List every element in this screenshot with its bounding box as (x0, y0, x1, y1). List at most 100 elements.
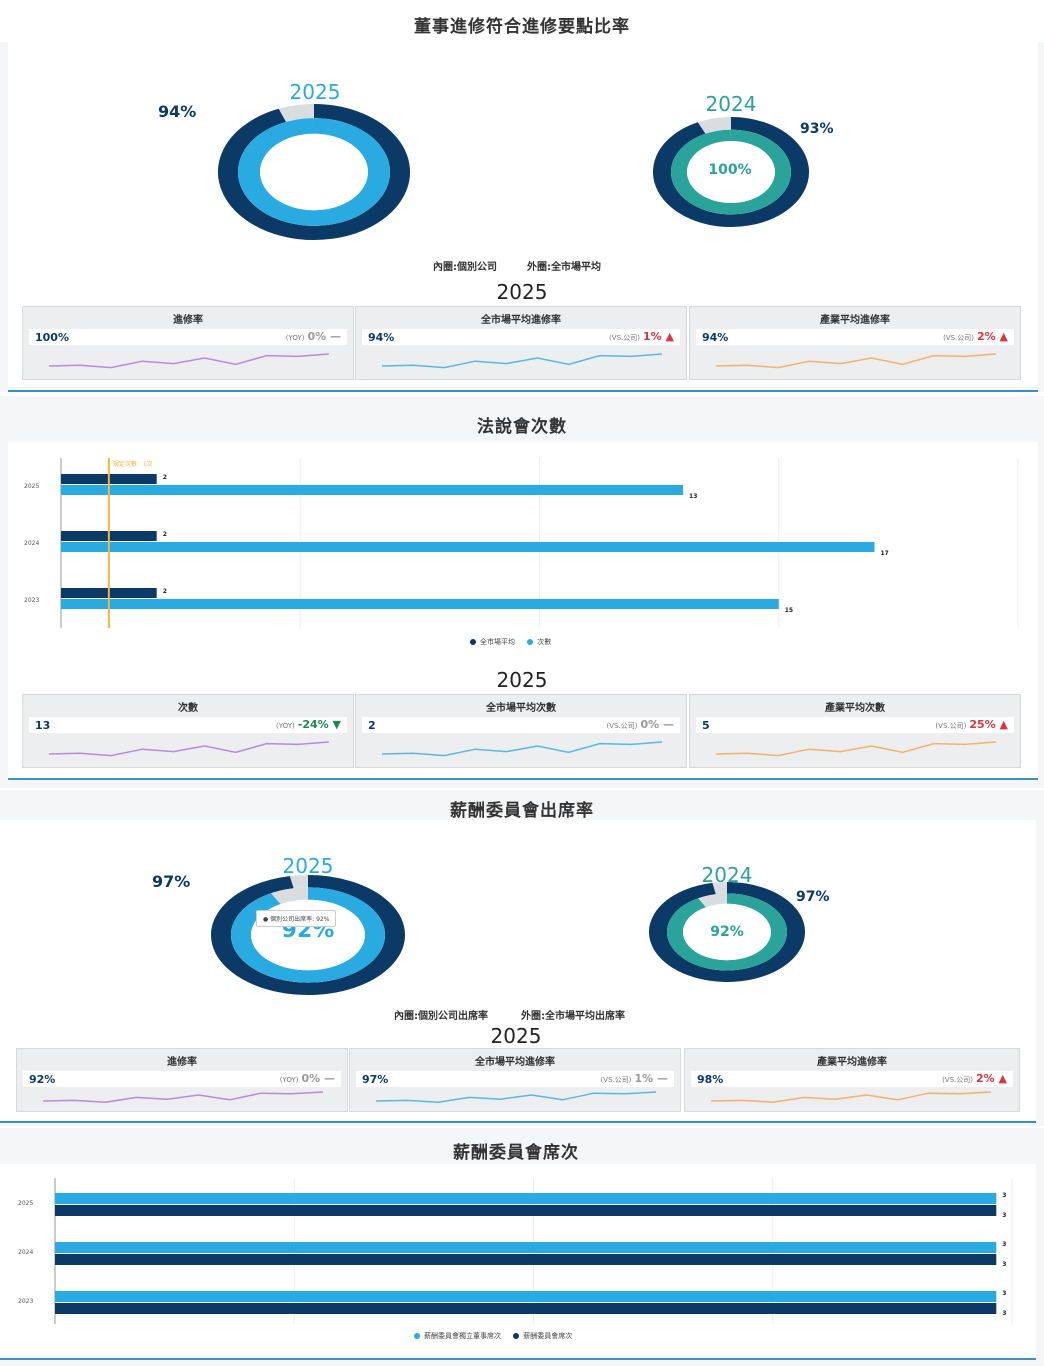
kpi-value: 100% (35, 331, 69, 344)
outer-percent-left-3: 97% (152, 872, 191, 891)
kpi-change: (YOY) 0% — (285, 330, 341, 343)
donut-chart-right (653, 116, 809, 227)
seats-legend: 薪酬委員會獨立董事席次 薪酬委員會席次 (404, 1331, 572, 1341)
kpi-value: 98% (697, 1073, 724, 1086)
inner-ring-segment (671, 129, 791, 215)
bar-value-label: 15 (785, 607, 793, 614)
sparkline-path (382, 741, 662, 757)
kpi-change: (VS.公司) 2% ▲ (942, 1072, 1007, 1085)
sparkline-path (711, 1091, 991, 1103)
outer-ring-segment (649, 882, 805, 982)
kpi-card-industry-3: 產業平均進修率 98% (VS.公司) 2% ▲ (684, 1048, 1020, 1112)
seats-bar-chart: 2025 3 3 2024 3 3 2023 3 3 (18, 1178, 1013, 1324)
category-label: 2023 (18, 1298, 33, 1305)
legend-independent: 薪酬委員會獨立董事席次 (424, 1332, 501, 1340)
briefing-bar-chart: 2025 2 13 2024 2 17 2023 2 15 規定次數：1次 (24, 458, 1019, 628)
kpi-card-market-count: 全市場平均次數 2 (VS.公司) 0% — (355, 694, 687, 768)
bar-value-label: 3 (1002, 1290, 1006, 1297)
outer-ring-segment (211, 875, 405, 995)
kpi-value: 13 (35, 719, 51, 732)
bar-value-label: 13 (689, 493, 697, 500)
kpi-card-industry: 產業平均進修率 94% (VS.公司) 2% ▲ (689, 306, 1021, 380)
donut-center (687, 140, 775, 204)
bar (61, 542, 875, 552)
donut-chart-left (218, 104, 410, 240)
kpi-year-3: 2025 (490, 1024, 542, 1048)
donut-tooltip: ● 個別公司出席率: 92% (256, 910, 337, 927)
donut-center (260, 133, 368, 211)
category-label: 2023 (24, 597, 39, 604)
bar (55, 1303, 997, 1314)
kpi-change: (YOY) -24% ▼ (276, 718, 341, 731)
category-label: 2025 (24, 483, 39, 490)
bar (55, 1242, 997, 1253)
donut-year-right: 2024 (705, 92, 757, 116)
kpi-card-market: 全市場平均進修率 94% (VS.公司) 1% ▲ (355, 306, 687, 380)
sparkline (711, 1091, 991, 1103)
bar-value-label: 3 (1002, 1241, 1006, 1248)
kpi-title: 進修率 (167, 1057, 197, 1068)
inner-ring-segment (231, 887, 385, 983)
inner-ring-segment (667, 893, 787, 971)
section-title-attendance: 薪酬委員會出席率 (450, 801, 594, 821)
bar (61, 599, 779, 609)
kpi-change: (YOY) 0% — (279, 1072, 335, 1085)
donut-year-left-3: 2025 (282, 854, 334, 878)
legend-seats: 薪酬委員會席次 (523, 1332, 573, 1340)
bar-value-label: 2 (163, 474, 167, 481)
section-divider (8, 778, 1038, 780)
sparkline-path (49, 741, 329, 757)
category-label: 2024 (24, 540, 39, 547)
caption-outer-3: 外圈:全市場平均出席率 (521, 1011, 625, 1022)
sparkline (376, 1091, 656, 1103)
bar (55, 1193, 997, 1204)
kpi-value: 2 (368, 719, 376, 732)
category-label: 2025 (18, 1200, 33, 1207)
section-divider (0, 1121, 1036, 1123)
kpi-change: (VS.公司) 1% ▲ (609, 330, 674, 343)
reference-line-label: 規定次數：1次 (113, 460, 153, 468)
kpi-card-industry-count: 產業平均次數 5 (VS.公司) 25% ▲ (689, 694, 1021, 768)
outer-ring-segment (653, 117, 809, 227)
section-title-training: 董事進修符合進修要點比率 (414, 17, 630, 37)
donut-year-left: 2025 (289, 80, 341, 104)
donut-center (683, 903, 771, 961)
kpi-value: 92% (29, 1073, 56, 1086)
sparkline-path (376, 1091, 656, 1103)
inner-percent-left: 100% (280, 156, 348, 181)
kpi-title: 產業平均進修率 (820, 315, 890, 326)
kpi-title: 全市場平均次數 (486, 703, 556, 714)
caption-inner-3: 內圈:個別公司出席率 (394, 1011, 488, 1022)
bar (55, 1291, 997, 1302)
kpi-card-rate: 進修率 100% (YOY) 0% — (22, 306, 354, 380)
category-label: 2024 (18, 1249, 33, 1256)
outer-ring-segment (218, 104, 410, 240)
kpi-value: 97% (362, 1073, 389, 1086)
outer-percent-left: 94% (158, 102, 197, 121)
sparkline-path (716, 741, 996, 757)
kpi-card-count: 次數 13 (YOY) -24% ▼ (22, 694, 354, 768)
kpi-change: (VS.公司) 1% — (600, 1072, 668, 1085)
bar-value-label: 17 (880, 550, 888, 557)
legend-market: 全市場平均 (480, 638, 515, 646)
kpi-title: 進修率 (173, 315, 203, 326)
inner-percent-right: 100% (708, 162, 752, 178)
sparkline (43, 1091, 323, 1103)
sparkline (382, 741, 662, 757)
bar-value-label: 2 (163, 588, 167, 595)
legend-count: 次數 (537, 638, 552, 646)
donut-chart-right-3 (649, 882, 805, 982)
sparkline (382, 353, 662, 369)
inner-ring-segment (238, 118, 390, 226)
outer-percent-right-3: 97% (796, 889, 830, 905)
kpi-value: 94% (702, 331, 729, 344)
bar-value-label: 2 (163, 531, 167, 538)
sparkline (716, 741, 996, 757)
bar-value-label: 3 (1002, 1310, 1006, 1317)
kpi-title: 次數 (178, 703, 198, 714)
sparkline (49, 741, 329, 757)
kpi-title: 產業平均次數 (825, 703, 885, 714)
inner-percent-right-3: 92% (710, 924, 744, 940)
section-title-briefing: 法說會次數 (477, 417, 567, 437)
kpi-change: (VS.公司) 0% — (606, 718, 674, 731)
